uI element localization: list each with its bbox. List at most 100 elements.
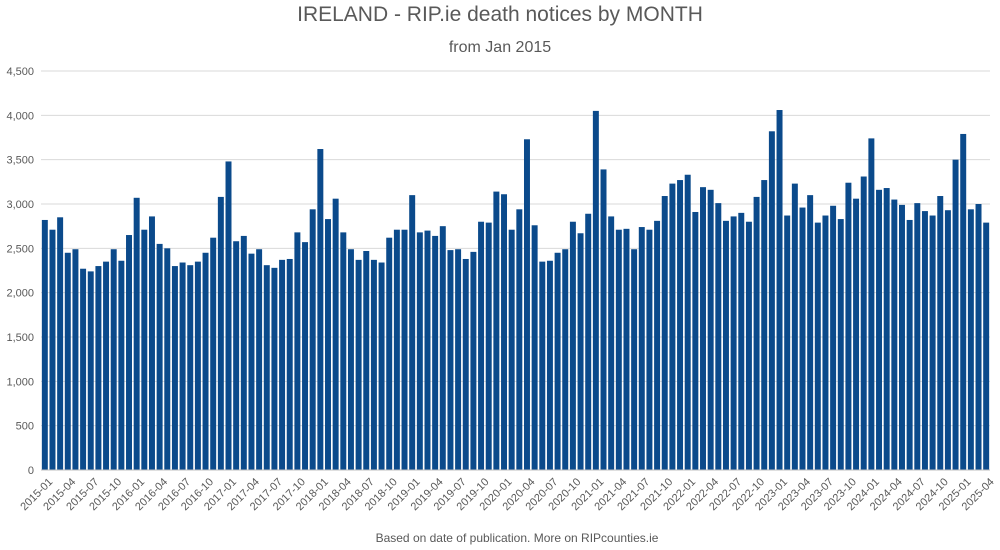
bar-2024-08	[921, 211, 928, 471]
bar-2020-06	[539, 261, 546, 470]
bar-2017-03	[240, 235, 247, 470]
bar-2019-10	[478, 221, 485, 470]
bar-2018-03	[332, 198, 339, 470]
chart-caption: Based on date of publication. More on RI…	[376, 531, 659, 545]
bar-2018-07	[363, 250, 370, 470]
bar-2020-04	[523, 139, 530, 471]
bar-2018-01	[317, 149, 324, 470]
bar-2016-11	[210, 237, 217, 470]
bar-2022-05	[715, 203, 722, 470]
chart-title: IRELAND - RIP.ie death notices by MONTH	[297, 3, 703, 26]
bar-2017-09	[286, 258, 293, 470]
bar-2016-12	[217, 196, 224, 470]
bar-2021-03	[608, 216, 615, 470]
bar-2024-10	[937, 196, 944, 470]
bar-2015-05	[72, 249, 79, 470]
bar-2022-01	[684, 174, 691, 471]
bar-2015-08	[95, 266, 102, 470]
bar-2015-10	[110, 249, 117, 470]
bar-2015-03	[57, 217, 64, 470]
bar-2024-02	[876, 189, 883, 470]
bar-2020-08	[554, 252, 561, 470]
bar-2025-03	[975, 204, 982, 470]
bar-2023-08	[830, 205, 837, 471]
bar-2016-09	[194, 261, 201, 470]
bar-2017-04	[248, 253, 255, 470]
bar-2016-10	[202, 252, 209, 470]
bar-2021-11	[669, 183, 676, 470]
bar-2019-07	[455, 249, 462, 470]
bar-2021-07	[638, 227, 645, 470]
bar-2018-05	[347, 249, 354, 470]
bar-2020-02	[508, 229, 515, 470]
bar-2015-07	[87, 271, 94, 470]
bar-2019-12	[493, 191, 500, 470]
bars	[41, 110, 990, 471]
bar-2017-02	[233, 241, 240, 470]
y-tick-label: 2,500	[6, 243, 34, 255]
bar-2021-10	[661, 196, 668, 470]
bar-2020-10	[569, 221, 576, 470]
bar-2015-06	[80, 268, 87, 470]
bar-2021-08	[646, 229, 653, 470]
bar-2019-01	[409, 195, 416, 470]
bar-2021-06	[631, 249, 638, 470]
bar-2015-11	[118, 260, 125, 470]
y-tick-label: 1,500	[6, 332, 34, 344]
bar-2020-01	[501, 194, 508, 470]
bar-2023-03	[791, 183, 798, 470]
bar-2021-09	[654, 220, 661, 470]
bar-2019-11	[485, 222, 492, 470]
bar-2024-07	[914, 203, 921, 470]
bar-2018-10	[386, 237, 393, 470]
bar-2018-04	[340, 232, 347, 470]
bar-2021-12	[677, 180, 684, 470]
bar-2018-02	[325, 219, 331, 470]
bar-2019-02	[416, 232, 423, 470]
bar-2023-06	[814, 222, 821, 470]
bar-2019-03	[424, 230, 431, 470]
bar-2017-07	[271, 267, 278, 470]
y-tick-label: 0	[28, 465, 34, 477]
bar-2019-04	[432, 235, 439, 470]
bar-2016-08	[187, 265, 194, 470]
bar-2023-12	[860, 176, 867, 470]
bar-2018-12	[401, 229, 408, 470]
bar-2022-04	[707, 189, 714, 470]
bar-2017-11	[302, 242, 309, 470]
bar-2025-02	[967, 209, 974, 470]
bar-2022-08	[738, 212, 745, 470]
bar-2018-09	[378, 262, 385, 470]
bar-2016-06	[171, 266, 178, 470]
y-tick-label: 4,500	[6, 66, 34, 78]
bar-2015-02	[49, 229, 56, 470]
bar-2023-02	[784, 215, 791, 470]
bar-2017-06	[263, 265, 270, 470]
bar-2025-01	[960, 133, 967, 470]
bar-2016-02	[141, 229, 148, 470]
bar-2021-01	[592, 110, 599, 471]
chart-subtitle: from Jan 2015	[449, 39, 551, 56]
y-tick-label: 4,000	[6, 110, 34, 122]
bar-2020-09	[562, 249, 569, 470]
bar-2016-01	[133, 197, 140, 470]
bar-2022-06	[722, 220, 729, 470]
bar-2017-08	[279, 259, 286, 470]
y-tick-label: 3,000	[6, 199, 34, 211]
bar-2023-10	[845, 182, 852, 470]
y-tick-label: 3,500	[6, 155, 34, 167]
bar-2024-09	[929, 215, 936, 470]
bar-2024-04	[891, 199, 898, 471]
x-axis-tick-labels: 2015-012015-042015-072015-102016-012016-…	[18, 476, 996, 513]
bar-2024-06	[906, 219, 913, 470]
bar-2022-11	[761, 180, 768, 470]
bar-2022-12	[768, 131, 775, 470]
bar-2016-03	[148, 216, 155, 470]
bar-2019-06	[447, 250, 454, 470]
bar-2019-05	[439, 226, 446, 470]
bar-2020-11	[577, 233, 584, 470]
bar-2024-05	[899, 204, 905, 471]
bar-2023-07	[822, 215, 829, 470]
bar-2021-04	[615, 229, 622, 470]
y-tick-label: 2,000	[6, 288, 34, 300]
